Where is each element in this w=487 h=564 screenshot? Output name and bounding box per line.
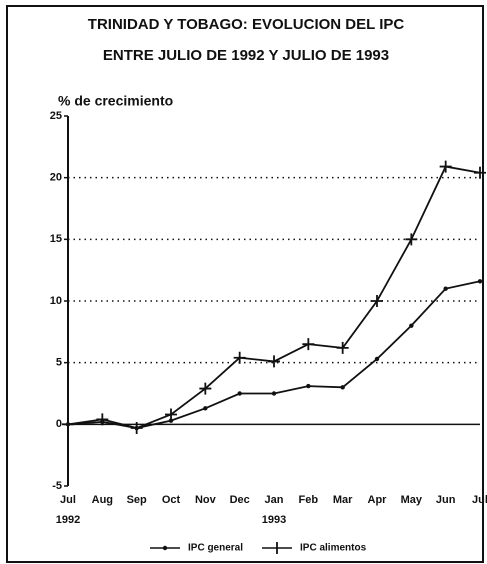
x-tick-label: Mar bbox=[333, 494, 353, 506]
point bbox=[409, 323, 414, 328]
point bbox=[168, 418, 174, 423]
point bbox=[371, 295, 383, 307]
x-year-label: 1992 bbox=[56, 514, 80, 526]
x-tick-label: May bbox=[401, 494, 423, 506]
y-tick-label: 5 bbox=[56, 357, 62, 369]
x-tick-label: Jul bbox=[60, 494, 76, 506]
x-tick-label: Apr bbox=[368, 494, 388, 506]
frame bbox=[6, 5, 484, 563]
point bbox=[203, 406, 208, 411]
point bbox=[439, 160, 452, 173]
series-line bbox=[67, 165, 481, 429]
point bbox=[165, 408, 177, 421]
point bbox=[443, 286, 448, 291]
point bbox=[474, 166, 486, 179]
x-tick-label: Nov bbox=[195, 494, 217, 506]
legend-marker bbox=[162, 545, 168, 551]
point bbox=[96, 413, 109, 426]
x-tick-label: Dec bbox=[230, 494, 250, 506]
point bbox=[340, 385, 345, 390]
y-tick-label: -5 bbox=[52, 480, 62, 492]
x-tick-label: Jul bbox=[472, 494, 487, 506]
y-tick-label: 15 bbox=[50, 233, 62, 245]
series-line bbox=[67, 280, 481, 429]
point bbox=[271, 391, 277, 396]
y-tick-label: 20 bbox=[50, 172, 62, 184]
point bbox=[477, 279, 483, 284]
x-year-label: 1993 bbox=[262, 514, 286, 526]
x-tick-label: Feb bbox=[299, 494, 319, 506]
point bbox=[130, 422, 143, 435]
point bbox=[62, 418, 74, 431]
y-tick-label: 0 bbox=[56, 418, 62, 430]
x-tick-label: Aug bbox=[92, 494, 113, 506]
x-tick-label: Jan bbox=[265, 494, 284, 506]
point bbox=[306, 383, 311, 389]
y-tick-label: 10 bbox=[50, 295, 62, 307]
point bbox=[237, 391, 242, 396]
point bbox=[268, 355, 280, 368]
point bbox=[199, 382, 212, 395]
legend-label: IPC alimentos bbox=[300, 543, 367, 554]
point bbox=[336, 341, 349, 354]
chart-title: ENTRE JULIO DE 1992 Y JULIO DE 1993 bbox=[103, 47, 389, 64]
chart-title: TRINIDAD Y TOBAGO: EVOLUCION DEL IPC bbox=[88, 16, 405, 33]
point bbox=[405, 233, 418, 246]
x-tick-label: Oct bbox=[162, 494, 181, 506]
y-axis-label: % de crecimiento bbox=[58, 93, 173, 109]
y-tick-label: 25 bbox=[50, 110, 62, 122]
point bbox=[302, 338, 315, 351]
legend-label: IPC general bbox=[188, 543, 243, 554]
point bbox=[374, 356, 380, 362]
point bbox=[233, 351, 246, 364]
x-tick-label: Jun bbox=[436, 494, 456, 506]
x-tick-label: Sep bbox=[127, 494, 147, 506]
